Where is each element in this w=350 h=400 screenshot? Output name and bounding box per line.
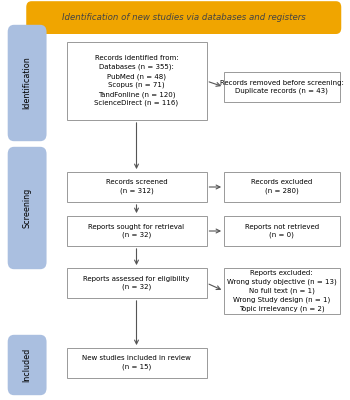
Bar: [224, 72, 340, 102]
Text: Screening: Screening: [23, 188, 32, 228]
FancyBboxPatch shape: [8, 25, 47, 141]
FancyBboxPatch shape: [8, 335, 47, 395]
Bar: [224, 216, 340, 246]
Text: Reports sought for retrieval
(n = 32): Reports sought for retrieval (n = 32): [89, 224, 184, 238]
Bar: [66, 216, 206, 246]
Text: Reports not retrieved
(n = 0): Reports not retrieved (n = 0): [245, 224, 319, 238]
Bar: [66, 348, 206, 378]
FancyBboxPatch shape: [26, 1, 341, 34]
Bar: [66, 268, 206, 298]
Bar: [224, 268, 340, 314]
Text: Included: Included: [23, 348, 32, 382]
Text: Identification of new studies via databases and registers: Identification of new studies via databa…: [62, 13, 306, 22]
Text: Records screened
(n = 312): Records screened (n = 312): [106, 180, 167, 194]
FancyBboxPatch shape: [8, 147, 47, 269]
Text: Reports excluded:
Wrong study objective (n = 13)
No full text (n = 1)
Wrong Stud: Reports excluded: Wrong study objective …: [227, 270, 337, 312]
Text: Records removed before screening:
Duplicate records (n = 43): Records removed before screening: Duplic…: [220, 80, 344, 94]
Text: New studies included in review
(n = 15): New studies included in review (n = 15): [82, 356, 191, 370]
Bar: [224, 172, 340, 202]
Bar: [66, 172, 206, 202]
Text: Records excluded
(n = 280): Records excluded (n = 280): [251, 180, 312, 194]
Text: Identification: Identification: [23, 57, 32, 109]
Text: Records identified from:
Databases (n = 355):
PubMed (n = 48)
Scopus (n = 71)
Ta: Records identified from: Databases (n = …: [94, 56, 178, 106]
Bar: [66, 42, 206, 120]
Text: Reports assessed for eligibility
(n = 32): Reports assessed for eligibility (n = 32…: [83, 276, 190, 290]
